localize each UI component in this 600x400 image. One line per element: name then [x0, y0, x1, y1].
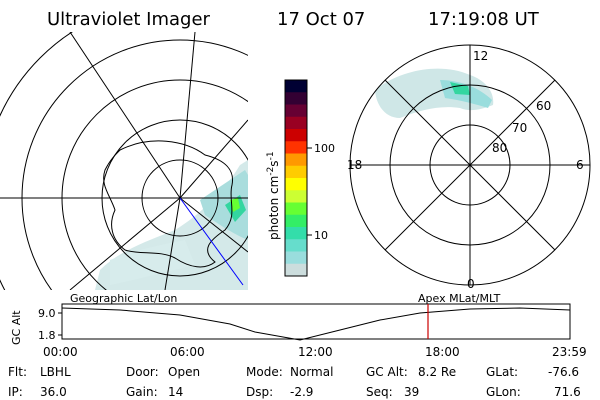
- colorbar-segment: [285, 92, 307, 105]
- dsp-label: Dsp:: [246, 385, 273, 399]
- colorbar-segment: [285, 141, 307, 154]
- mode-label: Mode:: [246, 365, 283, 379]
- ip-value: 36.0: [40, 385, 67, 399]
- x-tick-1200: 12:00: [298, 345, 333, 359]
- mlat-label-60: 60: [536, 99, 551, 113]
- door-value: Open: [168, 365, 200, 379]
- terminator-line: [179, 197, 244, 286]
- x-tick-0600: 06:00: [170, 345, 205, 359]
- gcalt-value: 8.2 Re: [418, 365, 456, 379]
- colorbar: [285, 80, 307, 277]
- colorbar-segment: [285, 214, 307, 228]
- mlt-dial: 12 0 18 6 60 70 80: [347, 44, 591, 291]
- colorbar-label: photon cm-2s-1: [266, 151, 281, 240]
- altitude-timeline: 9.0 1.8 GC Alt 00:00 06:00 12:00 18:00 2…: [10, 303, 587, 359]
- colorbar-tick-100: 100: [314, 142, 335, 155]
- altitude-curve: [61, 307, 571, 341]
- door-label: Door:: [126, 365, 159, 379]
- aurora-emission-left: [95, 160, 248, 290]
- mode-value: Normal: [290, 365, 333, 379]
- colorbar-segment: [285, 227, 307, 240]
- gain-value: 14: [168, 385, 183, 399]
- glon-value: 71.6: [554, 385, 581, 399]
- colorbar-segment: [285, 80, 307, 93]
- filter-value: LBHL: [40, 365, 71, 379]
- image-time: 17:19:08 UT: [428, 9, 540, 30]
- left-map-caption: Geographic Lat/Lon: [70, 292, 177, 305]
- colorbar-segment: [285, 190, 307, 203]
- ip-label: IP:: [8, 385, 23, 399]
- seq-label: Seq:: [366, 385, 393, 399]
- colorbar-segment: [285, 239, 307, 252]
- timeline-axis-title: GC Alt: [10, 310, 23, 345]
- colorbar-frame: [284, 79, 308, 277]
- colorbar-segment: [285, 202, 307, 216]
- colorbar-segment: [285, 129, 307, 142]
- gcalt-label: GC Alt:: [366, 365, 408, 379]
- mlat-label-80: 80: [492, 141, 507, 155]
- colorbar-tick-10: 10: [314, 229, 328, 242]
- timeline-frame: [61, 303, 571, 340]
- mlt-label-18: 18: [347, 158, 362, 172]
- y-tick-bottom: 1.8: [38, 329, 56, 342]
- glat-value: -76.6: [548, 365, 579, 379]
- app-title: Ultraviolet Imager: [47, 9, 211, 30]
- mlat-label-70: 70: [512, 121, 527, 135]
- antarctica-coastline: [103, 140, 234, 268]
- colorbar-segment: [285, 263, 307, 277]
- x-tick-0000: 00:00: [43, 345, 78, 359]
- mlt-label-6: 6: [576, 158, 584, 172]
- gain-label: Gain:: [126, 385, 158, 399]
- colorbar-segment: [285, 104, 307, 118]
- mlt-label-12: 12: [473, 49, 488, 63]
- glat-label: GLat:: [486, 365, 518, 379]
- glon-label: GLon:: [486, 385, 521, 399]
- y-tick-top: 9.0: [38, 307, 56, 320]
- colorbar-segment: [285, 178, 307, 191]
- svg-text:photon cm-2s-1: photon cm-2s-1: [266, 151, 281, 240]
- image-date: 17 Oct 07: [277, 9, 365, 30]
- mlt-label-0: 0: [467, 277, 475, 291]
- right-map-caption: Apex MLat/MLT: [418, 292, 501, 305]
- x-tick-1800: 18:00: [425, 345, 460, 359]
- colorbar-segment: [285, 251, 307, 265]
- colorbar-segment: [285, 153, 307, 167]
- x-tick-2359: 23:59: [552, 345, 587, 359]
- dsp-value: -2.9: [290, 385, 313, 399]
- filter-label: Flt:: [8, 365, 27, 379]
- colorbar-segment: [285, 116, 307, 130]
- geographic-map: [0, 32, 248, 290]
- status-panel: Flt: LBHL IP: 36.0 Door: Open Gain: 14 M…: [8, 365, 581, 399]
- colorbar-segment: [285, 165, 307, 179]
- seq-value: 39: [404, 385, 419, 399]
